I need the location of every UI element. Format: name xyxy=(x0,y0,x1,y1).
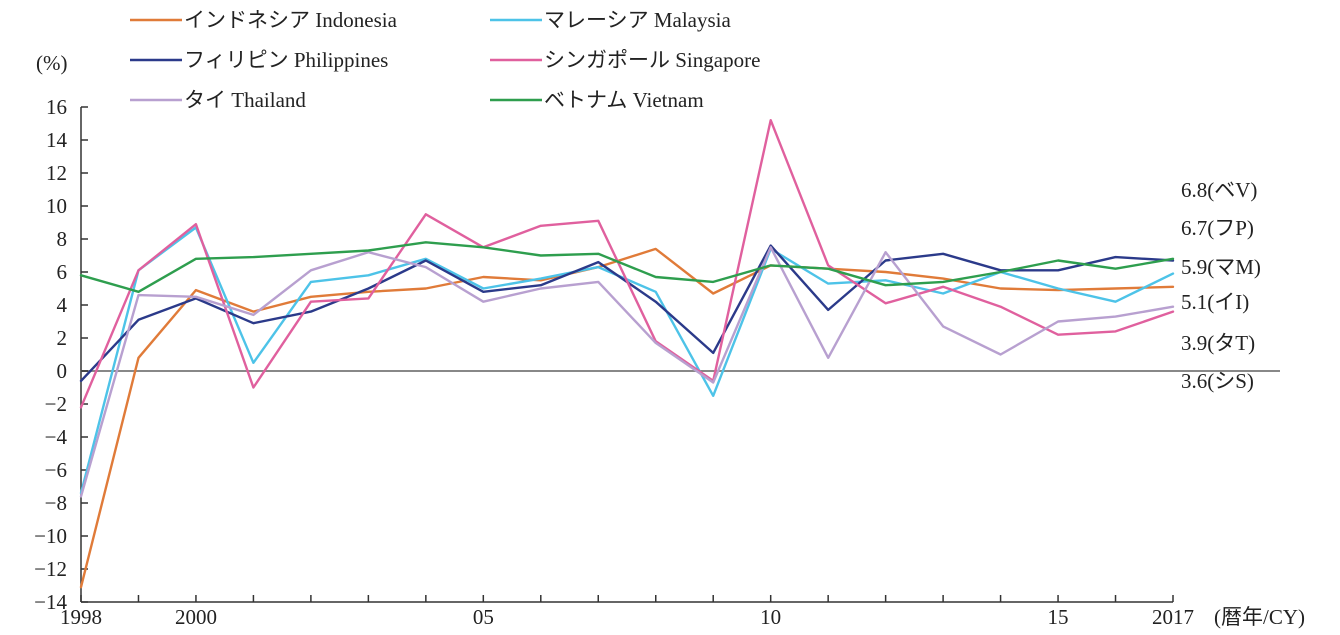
series-line-indonesia xyxy=(79,247,1175,589)
x-tick-label: 1998 xyxy=(60,605,102,629)
axes: −14 −12 −10 −8 −6 −4 −2 0 2 4 6 8 10 12 14 16 1998 2000 05… xyxy=(34,95,1280,629)
y-tick-label: −4 xyxy=(45,425,68,449)
x-tick-label: 15 xyxy=(1048,605,1069,629)
x-tick-label: 05 xyxy=(473,605,494,629)
end-label-philippines: 6.7(フP) xyxy=(1181,216,1254,240)
y-tick-label: −14 xyxy=(34,590,67,614)
y-tick-label: 8 xyxy=(57,227,68,251)
legend-label-indonesia: インドネシア Indonesia xyxy=(184,8,398,32)
y-tick-label: −6 xyxy=(45,458,67,482)
series-lines xyxy=(79,118,1175,589)
x-tick-label: 2017 xyxy=(1152,605,1194,629)
end-label-indonesia: 5.1(イI) xyxy=(1181,290,1249,314)
y-tick-label: 14 xyxy=(46,128,68,152)
legend-label-singapore: シンガポール Singapore xyxy=(544,48,760,72)
y-tick-label: −10 xyxy=(34,524,67,548)
series-line-vietnam xyxy=(79,241,1175,293)
y-tick-label: 10 xyxy=(46,194,67,218)
end-label-vietnam: 6.8(ベV) xyxy=(1181,178,1257,202)
end-label-malaysia: 5.9(マM) xyxy=(1181,255,1261,279)
x-tick-label: 2000 xyxy=(175,605,217,629)
y-tick-label: 0 xyxy=(57,359,68,383)
y-axis-unit-label: (%) xyxy=(36,51,67,75)
legend-label-philippines: フィリピン Philippines xyxy=(184,48,388,72)
y-tick-label: −8 xyxy=(45,491,67,515)
y-tick-label: 6 xyxy=(57,260,68,284)
x-tick-label: 10 xyxy=(760,605,781,629)
y-tick-label: −2 xyxy=(45,392,67,416)
legend-label-malaysia: マレーシア Malaysia xyxy=(544,8,731,32)
series-line-thailand xyxy=(79,246,1175,498)
series-line-singapore xyxy=(79,118,1175,409)
x-axis-unit-label: (暦年/CY) xyxy=(1214,605,1305,629)
legend-label-vietnam: ベトナム Vietnam xyxy=(544,88,704,112)
y-tick-label: 12 xyxy=(46,161,67,185)
y-tick-label: −12 xyxy=(34,557,67,581)
end-value-labels: 6.8(ベV) 6.7(フP) 5.9(マM) 5.1(イI) 3.9(タT) 3.6(シ… xyxy=(1181,178,1261,393)
legend-label-thailand: タイ Thailand xyxy=(184,88,306,112)
y-tick-label: 16 xyxy=(46,95,67,119)
legend: インドネシア Indonesia マレーシア Malaysia フィリピン Phil… xyxy=(130,8,760,112)
y-tick-label: 4 xyxy=(57,293,68,317)
y-tick-label: 2 xyxy=(57,326,68,350)
end-label-thailand: 3.9(タT) xyxy=(1181,331,1255,355)
end-label-singapore: 3.6(シS) xyxy=(1181,369,1254,393)
